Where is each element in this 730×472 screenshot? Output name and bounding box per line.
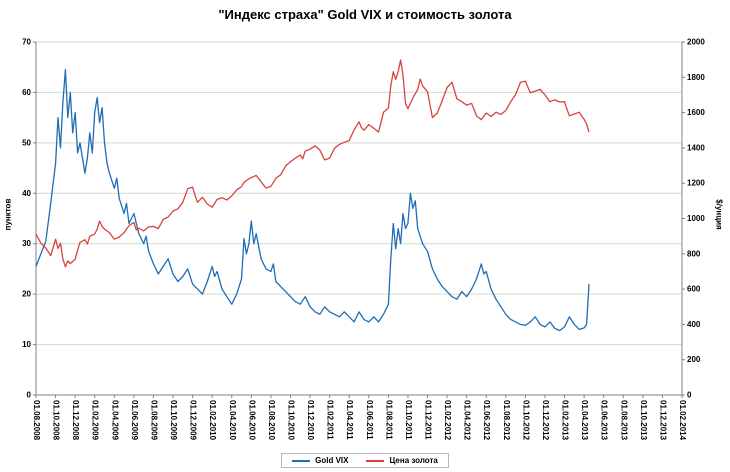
right-tick-label: 200	[687, 355, 701, 364]
x-tick-label: 01.06.2009	[130, 400, 139, 441]
right-tick-label: 400	[687, 320, 701, 329]
series-line-цена-золота	[35, 59, 590, 268]
x-tick-label: 01.12.2012	[541, 400, 550, 441]
x-tick-label: 01.10.2010	[286, 400, 295, 441]
left-tick-label: 50	[22, 138, 31, 147]
right-tick-label: 1400	[687, 143, 705, 152]
x-tick-label: 01.12.2010	[306, 400, 315, 441]
right-tick-label: 600	[687, 285, 701, 294]
x-tick-label: 01.06.2013	[600, 400, 609, 441]
x-tick-label: 01.08.2008	[32, 400, 41, 441]
x-tick-label: 01.04.2009	[110, 400, 119, 441]
x-tick-label: 01.04.2011	[345, 400, 354, 440]
x-tick-label: 01.10.2008	[52, 400, 61, 441]
x-tick-label: 01.08.2009	[149, 400, 158, 441]
left-tick-label: 60	[22, 88, 31, 97]
x-tick-label: 01.04.2012	[463, 400, 472, 441]
x-tick-label: 01.12.2008	[71, 400, 80, 441]
right-tick-label: 1800	[687, 73, 705, 82]
x-tick-label: 01.02.2012	[443, 400, 452, 441]
right-tick-label: 2000	[687, 38, 705, 47]
x-tick-label: 01.10.2011	[404, 400, 413, 440]
x-tick-label: 01.10.2009	[169, 400, 178, 441]
x-tick-label: 01.02.2013	[561, 400, 570, 441]
x-tick-label: 01.06.2011	[365, 400, 374, 440]
x-tick-label: 01.08.2013	[619, 400, 628, 441]
x-tick-label: 01.12.2011	[424, 400, 433, 440]
x-tick-label: 01.06.2012	[482, 400, 491, 441]
x-tick-label: 01.06.2010	[247, 400, 256, 441]
right-tick-label: 1000	[687, 214, 705, 223]
left-tick-label: 0	[27, 391, 32, 400]
x-tick-label: 01.02.2014	[678, 400, 687, 441]
left-tick-label: 10	[22, 340, 31, 349]
right-tick-label: 800	[687, 249, 701, 258]
left-tick-label: 70	[22, 38, 31, 47]
right-tick-label: 1600	[687, 108, 705, 117]
x-tick-label: 01.02.2010	[208, 400, 217, 441]
right-tick-label: 0	[687, 391, 692, 400]
x-tick-label: 01.10.2013	[639, 400, 648, 441]
x-tick-label: 01.08.2012	[502, 400, 511, 441]
x-tick-label: 01.08.2011	[384, 400, 393, 440]
x-tick-label: 01.12.2013	[658, 400, 667, 441]
left-tick-label: 30	[22, 239, 31, 248]
x-tick-label: 01.04.2010	[228, 400, 237, 441]
x-tick-label: 01.04.2013	[580, 400, 589, 441]
x-tick-label: 01.08.2010	[267, 400, 276, 441]
x-tick-label: 01.02.2011	[326, 400, 335, 440]
x-tick-label: 01.12.2009	[189, 400, 198, 441]
x-tick-label: 01.10.2012	[521, 400, 530, 441]
chart-title: "Индекс страха" Gold VIX и стоимость зол…	[218, 7, 512, 22]
x-tick-label: 01.02.2009	[91, 400, 100, 441]
right-tick-label: 1200	[687, 179, 705, 188]
left-tick-label: 40	[22, 189, 31, 198]
series-line-gold-vix	[35, 69, 590, 332]
left-tick-label: 20	[22, 290, 31, 299]
